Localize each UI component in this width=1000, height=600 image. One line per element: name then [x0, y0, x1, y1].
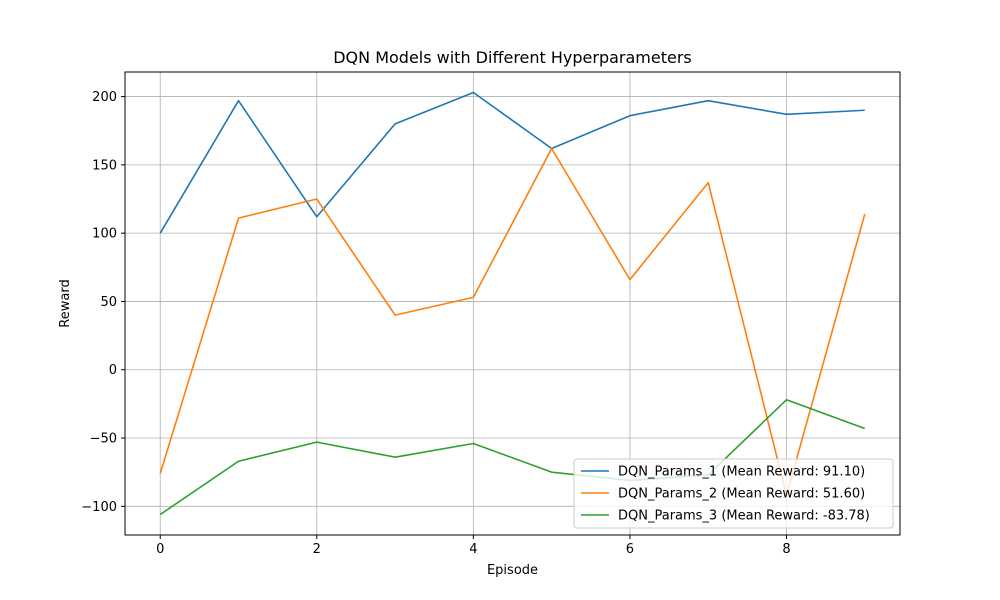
y-tick-label: −50	[90, 432, 117, 447]
x-tick-label: 0	[156, 542, 164, 557]
grid-lines	[125, 72, 900, 535]
y-tick-label: 150	[92, 158, 117, 173]
legend-label-3: DQN_Params_3 (Mean Reward: -83.78)	[618, 509, 870, 524]
series-line-3	[159, 398, 866, 516]
y-tick-label: 50	[100, 295, 117, 310]
x-tick-label: 2	[313, 542, 321, 557]
x-tick-label: 4	[469, 542, 477, 557]
legend-label-2: DQN_Params_2 (Mean Reward: 51.60)	[618, 487, 865, 502]
y-axis-label: Reward	[58, 279, 73, 327]
series-line-1	[159, 91, 865, 234]
y-tick-label: −100	[81, 500, 117, 515]
axis-ticks: 0 2 4 6 8 −100 −50 0 50 100 150 200	[81, 90, 790, 557]
x-tick-label: 6	[626, 542, 634, 557]
y-tick-label: 200	[92, 90, 117, 105]
series-lines	[159, 91, 866, 516]
legend: DQN_Params_1 (Mean Reward: 91.10) DQN_Par…	[573, 458, 894, 529]
legend-label-1: DQN_Params_1 (Mean Reward: 91.10)	[618, 465, 865, 480]
x-axis-label: Episode	[487, 563, 538, 578]
x-tick-label: 8	[782, 542, 790, 557]
y-tick-label: 0	[109, 363, 117, 378]
y-tick-label: 100	[92, 227, 117, 242]
series-line-2	[159, 147, 866, 497]
plot-frame	[124, 71, 901, 536]
legend-box	[573, 458, 894, 529]
chart-title: DQN Models with Different Hyperparameter…	[333, 48, 692, 67]
